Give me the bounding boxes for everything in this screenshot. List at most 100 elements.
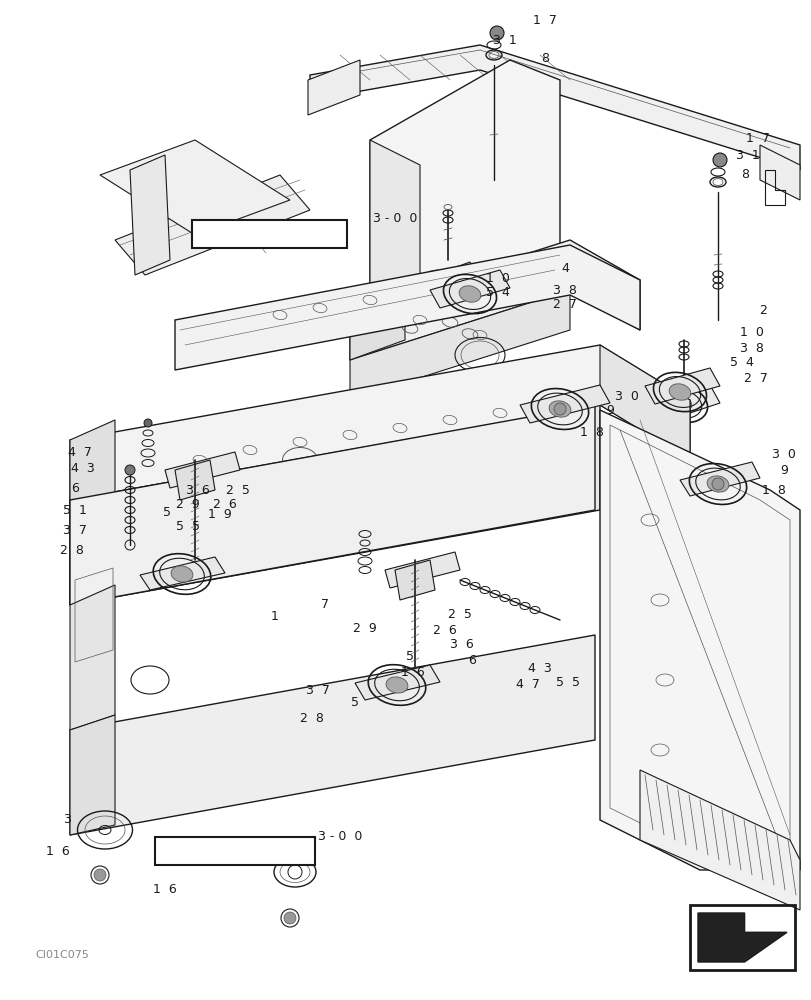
Text: 3  6: 3 6 — [186, 484, 209, 496]
Text: 1  6: 1 6 — [401, 666, 424, 678]
Circle shape — [712, 153, 726, 167]
Text: 3: 3 — [63, 813, 71, 826]
Text: 1  7: 1 7 — [532, 14, 556, 27]
Bar — [191, 220, 346, 248]
Text: 4  7: 4 7 — [516, 678, 539, 690]
Polygon shape — [165, 452, 240, 488]
Polygon shape — [100, 140, 290, 235]
Bar — [689, 905, 794, 970]
Text: 1  6: 1 6 — [46, 845, 70, 858]
Text: 3  8: 3 8 — [552, 284, 577, 296]
Polygon shape — [350, 240, 639, 360]
Text: 3  0: 3 0 — [771, 448, 795, 460]
Text: 3  7: 3 7 — [306, 684, 329, 696]
Circle shape — [489, 26, 504, 40]
Text: 4  3: 4 3 — [71, 462, 95, 475]
Polygon shape — [370, 140, 419, 345]
Text: 2  5: 2 5 — [448, 608, 471, 621]
Text: 5  5: 5 5 — [176, 520, 200, 534]
Polygon shape — [307, 60, 359, 115]
Polygon shape — [70, 405, 594, 605]
Polygon shape — [350, 290, 569, 400]
Text: 6: 6 — [71, 482, 79, 494]
Polygon shape — [70, 405, 599, 605]
Text: 5: 5 — [350, 696, 358, 708]
Polygon shape — [759, 145, 799, 200]
Text: 1  0: 1 0 — [486, 271, 509, 284]
Ellipse shape — [171, 566, 193, 582]
Ellipse shape — [385, 677, 407, 693]
Circle shape — [553, 403, 565, 415]
Polygon shape — [599, 345, 689, 460]
Circle shape — [94, 869, 106, 881]
Text: 2  8: 2 8 — [60, 544, 84, 556]
Text: 1: 1 — [271, 609, 279, 622]
Text: 1  0: 1 0 — [739, 326, 763, 338]
Polygon shape — [430, 270, 509, 308]
Circle shape — [125, 465, 135, 475]
Polygon shape — [139, 557, 225, 590]
Polygon shape — [70, 715, 115, 835]
Text: 5  4: 5 4 — [486, 286, 509, 298]
Polygon shape — [639, 770, 799, 910]
Text: 3  0: 3 0 — [614, 389, 638, 402]
Polygon shape — [599, 410, 799, 870]
Polygon shape — [350, 290, 405, 360]
Polygon shape — [679, 462, 759, 496]
Polygon shape — [354, 665, 440, 700]
Text: 5  5: 5 5 — [556, 676, 579, 688]
Text: CI01C075: CI01C075 — [35, 950, 88, 960]
Text: 5: 5 — [406, 650, 414, 662]
Polygon shape — [310, 45, 799, 170]
Polygon shape — [697, 913, 786, 962]
Text: 2  7: 2 7 — [743, 371, 767, 384]
Circle shape — [284, 912, 296, 924]
Text: 8: 8 — [740, 168, 748, 181]
Text: 3  8: 3 8 — [739, 342, 763, 355]
Ellipse shape — [706, 476, 728, 492]
Text: 1 2 - 0 1  3 - 0 0: 1 2 - 0 1 3 - 0 0 — [217, 228, 320, 240]
Text: 3  7: 3 7 — [63, 524, 87, 536]
Text: 1  8: 1 8 — [579, 426, 603, 438]
Text: 2  7: 2 7 — [552, 298, 577, 310]
Circle shape — [144, 419, 152, 427]
Polygon shape — [394, 560, 435, 600]
Text: 4  7: 4 7 — [68, 446, 92, 458]
Text: 1  9: 1 9 — [208, 508, 232, 520]
Circle shape — [711, 478, 723, 490]
Text: 1  7: 1 7 — [745, 132, 769, 145]
Text: 1  8: 1 8 — [762, 484, 785, 496]
Polygon shape — [70, 635, 594, 835]
Text: 5: 5 — [163, 506, 171, 518]
Text: 3  1: 3 1 — [736, 149, 759, 162]
Text: 1  6: 1 6 — [153, 884, 177, 896]
Text: 5  4: 5 4 — [729, 356, 753, 368]
Polygon shape — [175, 245, 639, 370]
Text: 6: 6 — [467, 654, 475, 666]
Text: 2  8: 2 8 — [300, 711, 324, 724]
Text: 9: 9 — [779, 464, 787, 477]
Polygon shape — [370, 60, 560, 350]
Text: 2  5: 2 5 — [225, 484, 250, 496]
Ellipse shape — [432, 283, 453, 297]
Text: 3: 3 — [171, 855, 178, 868]
Polygon shape — [384, 552, 460, 588]
Text: 3 - 0  0: 3 - 0 0 — [317, 830, 362, 843]
Polygon shape — [414, 262, 479, 300]
Ellipse shape — [673, 397, 691, 411]
Text: 2: 2 — [758, 304, 766, 316]
Polygon shape — [519, 385, 609, 423]
Text: 1 2 - 0 0  1 - 0 0: 1 2 - 0 0 1 - 0 0 — [183, 844, 286, 857]
Polygon shape — [70, 420, 115, 605]
Text: 3  6: 3 6 — [449, 638, 474, 652]
Text: 4: 4 — [560, 261, 569, 274]
Polygon shape — [649, 385, 719, 423]
Polygon shape — [644, 368, 719, 404]
Bar — [155, 837, 315, 865]
Text: 4  3: 4 3 — [527, 662, 551, 674]
Polygon shape — [70, 585, 115, 730]
Ellipse shape — [458, 286, 480, 302]
Polygon shape — [115, 175, 310, 275]
Text: 9: 9 — [605, 403, 613, 416]
Polygon shape — [70, 345, 689, 500]
